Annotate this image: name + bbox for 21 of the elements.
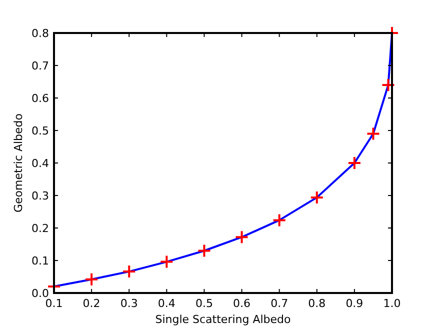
- y-tick-label: 0.6: [32, 92, 49, 105]
- x-tick-label: 0.4: [158, 297, 176, 310]
- x-tick-label: 1.0: [383, 297, 401, 310]
- y-axis-title: Geometric Albedo: [12, 113, 25, 212]
- y-tick-label: 0.1: [32, 254, 49, 268]
- y-tick-label: 0.8: [32, 26, 49, 40]
- y-tick-label: 0.4: [32, 156, 49, 170]
- x-axis-title: Single Scattering Albedo: [155, 313, 292, 326]
- x-tick-label: 0.7: [270, 297, 288, 310]
- x-tick-label: 0.8: [308, 297, 326, 310]
- y-tick-label: 0.5: [32, 124, 49, 138]
- x-tick-label: 0.5: [195, 297, 213, 310]
- x-tick-label: 0.3: [120, 297, 138, 310]
- y-tick-label: 0.7: [32, 59, 49, 72]
- x-tick-label: 0.9: [346, 297, 364, 310]
- y-tick-label: 0.2: [32, 222, 49, 235]
- x-tick-label: 0.1: [45, 297, 63, 310]
- y-tick-label: 0.3: [32, 189, 49, 202]
- x-tick-label: 0.2: [82, 297, 100, 310]
- x-tick-label: 0.6: [233, 297, 251, 310]
- y-tick-label: 0.0: [32, 286, 49, 300]
